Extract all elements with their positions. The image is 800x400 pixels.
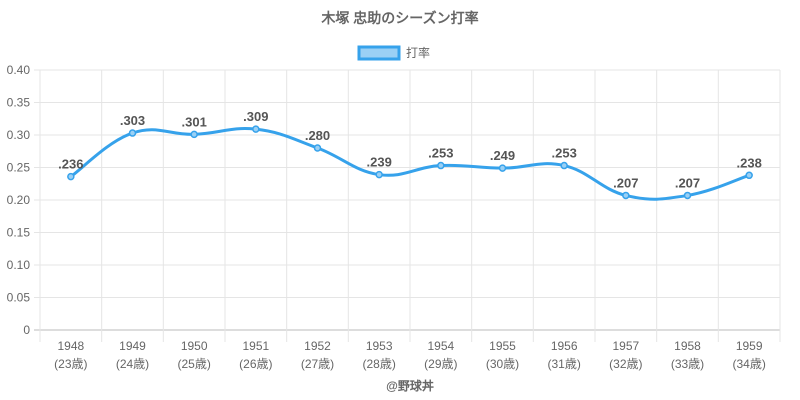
- x-tick-label: 1954: [427, 339, 454, 353]
- x-tick-age: (25歳): [177, 357, 210, 371]
- x-tick-label: 1950: [181, 339, 208, 353]
- x-tick-age: (27歳): [301, 357, 334, 371]
- data-label: .239: [367, 155, 392, 170]
- data-label: .207: [675, 175, 700, 190]
- data-point: [560, 161, 568, 170]
- data-point: [745, 171, 753, 180]
- x-tick-age: (30歳): [486, 357, 519, 371]
- x-tick-label: 1952: [304, 339, 331, 353]
- data-point: [128, 129, 137, 137]
- y-tick-label: 0.35: [7, 96, 31, 110]
- x-tick-label: 1958: [674, 339, 701, 353]
- x-tick-age: (31歳): [547, 357, 580, 371]
- x-tick-label: 1959: [736, 339, 763, 353]
- x-tick-age: (24歳): [116, 357, 149, 371]
- data-point: [252, 125, 260, 133]
- data-point: [622, 191, 630, 200]
- data-label: .238: [737, 155, 762, 170]
- data-label: .253: [552, 146, 577, 161]
- y-tick-label: 0.20: [7, 193, 31, 207]
- y-tick-label: 0.05: [7, 291, 31, 305]
- y-tick-label: 0.40: [7, 63, 31, 77]
- x-tick-age: (28歳): [362, 357, 395, 371]
- x-tick-label: 1953: [366, 339, 393, 353]
- data-label: .303: [120, 113, 145, 128]
- y-tick-label: 0.25: [7, 161, 31, 175]
- y-tick-label: 0.15: [7, 226, 31, 240]
- x-tick-age: (33歳): [671, 357, 704, 371]
- data-point: [498, 164, 507, 172]
- legend-swatch: [357, 45, 401, 61]
- data-point: [67, 172, 75, 181]
- data-point: [313, 144, 322, 152]
- credit-text: @野球丼: [386, 378, 434, 393]
- data-point: [190, 130, 198, 139]
- x-tick-label: 1949: [119, 339, 146, 353]
- x-tick-age: (32歳): [609, 357, 642, 371]
- data-label: .301: [182, 114, 207, 129]
- data-label: .249: [490, 148, 515, 163]
- x-tick-age: (34歳): [732, 357, 765, 371]
- data-label: .236: [58, 157, 83, 172]
- y-tick-label: 0: [23, 323, 30, 337]
- x-tick-age: (23歳): [54, 357, 87, 371]
- data-point: [437, 161, 445, 170]
- y-tick-label: 0.10: [7, 258, 31, 272]
- data-label: .207: [613, 175, 638, 190]
- x-tick-label: 1955: [489, 339, 516, 353]
- x-tick-age: (26歳): [239, 357, 272, 371]
- data-point: [683, 191, 692, 200]
- chart-title: 木塚 忠助のシーズン打率: [320, 10, 478, 26]
- data-label: .253: [428, 146, 453, 161]
- data-point: [375, 170, 383, 179]
- x-tick-label: 1956: [551, 339, 578, 353]
- x-tick-label: 1948: [57, 339, 84, 353]
- y-tick-label: 0.30: [7, 128, 31, 142]
- data-label: .309: [243, 109, 268, 124]
- x-tick-label: 1951: [242, 339, 269, 353]
- legend-label: 打率: [406, 45, 430, 60]
- x-tick-label: 1957: [612, 339, 639, 353]
- x-tick-age: (29歳): [424, 357, 457, 371]
- data-label: .280: [305, 128, 330, 143]
- legend[interactable]: 打率: [357, 45, 430, 61]
